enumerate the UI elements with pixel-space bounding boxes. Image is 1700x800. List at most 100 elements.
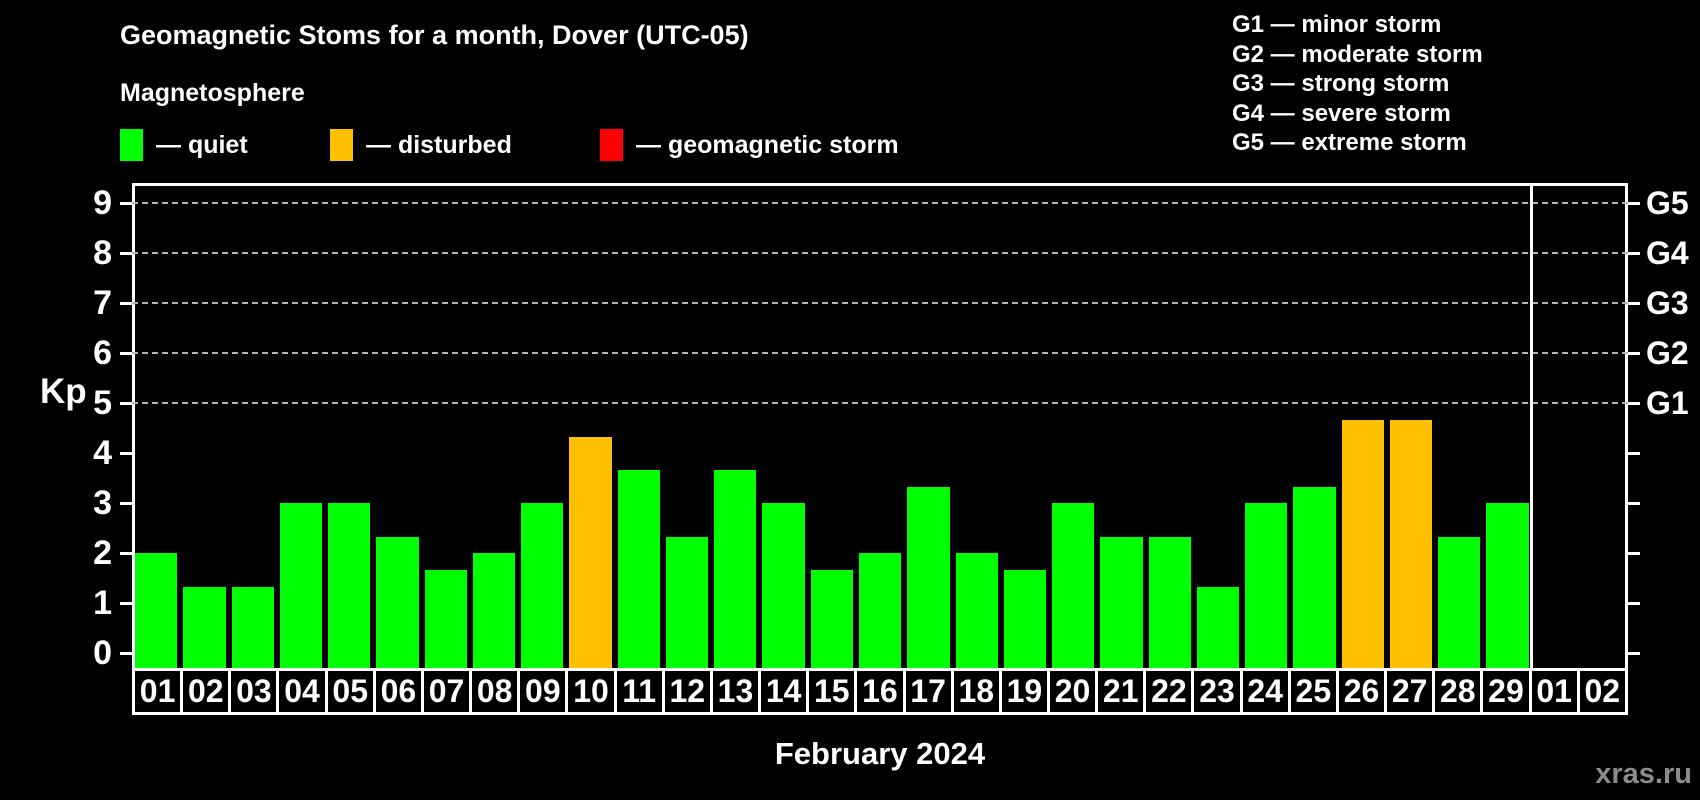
plot-top-border [132, 183, 1628, 186]
bar-slot-15 [808, 183, 856, 668]
kp-bar-day-22 [1148, 536, 1191, 668]
kp-bar-day-07 [424, 569, 467, 668]
bar-slot-01-next [1532, 183, 1580, 668]
date-box-23: 23 [1191, 668, 1243, 715]
bar-slot-28 [1435, 183, 1483, 668]
left-tick-kp8 [120, 251, 132, 255]
date-box-29: 29 [1480, 668, 1532, 715]
y-tick-label-7: 7 [93, 284, 112, 322]
right-tick-kp8 [1628, 251, 1640, 255]
left-tick-kp1 [120, 601, 132, 605]
x-axis-date-row: 01 02 03 04 05 06 07 08 09 10 11 12 13 14 15 16 17 18 19 20… [132, 668, 1628, 715]
y-tick-label-9: 9 [93, 184, 112, 222]
date-box-17: 17 [902, 668, 954, 715]
date-box-06: 06 [372, 668, 424, 715]
right-tick-kp0 [1628, 651, 1640, 655]
bar-slot-02-next [1580, 183, 1628, 668]
legend-item-disturbed: — disturbed [330, 128, 512, 162]
bar-slot-08 [470, 183, 518, 668]
chart-title: Geomagnetic Stoms for a month, Dover (UT… [120, 20, 749, 50]
chart-subtitle: Magnetosphere [120, 79, 305, 107]
date-box-20: 20 [1046, 668, 1099, 715]
date-box-27: 27 [1384, 668, 1436, 715]
kp-bar-day-11 [617, 469, 660, 668]
right-tick-kp4 [1628, 451, 1640, 455]
bar-slot-24 [1242, 183, 1290, 668]
y-tick-label-4: 4 [93, 434, 112, 472]
right-tick-kp1 [1628, 601, 1640, 605]
plot-area: 0 1 2 3 4 5 6 7 8 9 G1 G2 G3 G4 G5 [93, 183, 1689, 672]
bar-slot-10 [566, 183, 614, 668]
bar-slot-17 [904, 183, 952, 668]
bar-slot-20 [1049, 183, 1097, 668]
bar-slot-01 [132, 183, 180, 668]
date-box-04: 04 [276, 668, 328, 715]
date-box-14: 14 [758, 668, 810, 715]
kp-bar-day-16 [858, 553, 902, 668]
gridline-kp5 [132, 402, 1628, 404]
y-tick-label-2: 2 [93, 534, 112, 572]
bars-container [132, 183, 1628, 668]
bar-slot-05 [325, 183, 373, 668]
kp-bar-day-24 [1245, 503, 1288, 668]
y-tick-label-0: 0 [93, 634, 112, 672]
y-tick-label-1: 1 [93, 584, 112, 622]
bar-slot-23 [1194, 183, 1242, 668]
gridline-kp6 [132, 352, 1628, 354]
left-tick-kp5 [120, 401, 132, 405]
bar-slot-04 [277, 183, 325, 668]
date-box-12: 12 [661, 668, 713, 715]
bar-slot-21 [1097, 183, 1145, 668]
gridline-kp8 [132, 252, 1628, 254]
g-scale-line-g3: G3 — strong storm [1232, 70, 1450, 97]
gridline-kp9 [132, 202, 1628, 204]
bar-slot-14 [759, 183, 807, 668]
y-tick-label-5: 5 [93, 384, 112, 422]
kp-bar-day-28 [1438, 536, 1481, 668]
right-tick-kp5 [1628, 401, 1640, 405]
kp-bar-day-09 [521, 503, 564, 668]
right-tick-kp3 [1628, 501, 1640, 505]
bar-slot-27 [1387, 183, 1435, 668]
kp-bar-day-01 [135, 553, 178, 668]
kp-bar-day-08 [472, 553, 516, 668]
kp-bar-day-03 [231, 586, 274, 668]
g-scale-line-g2: G2 — moderate storm [1232, 40, 1483, 68]
bar-slot-16 [856, 183, 904, 668]
date-box-24: 24 [1239, 668, 1291, 715]
legend-item-storm: — geomagnetic storm [600, 128, 899, 162]
bar-slot-09 [518, 183, 566, 668]
legend-label-storm: — geomagnetic storm [636, 130, 899, 159]
right-tick-kp2 [1628, 551, 1640, 555]
plot-right-axis [1625, 183, 1628, 668]
date-box-10: 10 [565, 668, 617, 715]
kp-bar-day-25 [1293, 486, 1336, 668]
month-divider-line [1529, 183, 1533, 668]
g-axis-label-g2: G2 [1646, 335, 1689, 371]
kp-bar-day-27 [1389, 419, 1433, 668]
bar-slot-13 [711, 183, 759, 668]
y-tick-label-6: 6 [93, 334, 112, 372]
kp-bar-day-18 [955, 553, 998, 668]
left-tick-kp4 [120, 451, 132, 455]
date-box-01: 01 [132, 668, 184, 715]
y-tick-label-3: 3 [93, 484, 112, 522]
kp-bar-day-12 [665, 536, 709, 668]
date-box-19: 19 [998, 668, 1050, 715]
g-scale-line-g5: G5 — extreme storm [1232, 129, 1467, 156]
bar-slot-12 [663, 183, 711, 668]
date-box-01-next: 01 [1528, 668, 1580, 715]
right-tick-kp7 [1628, 301, 1640, 305]
legend-label-quiet: — quiet [156, 130, 248, 159]
date-box-08: 08 [469, 668, 521, 715]
left-tick-kp2 [120, 551, 132, 555]
bar-slot-06 [373, 183, 421, 668]
g-axis-label-g1: G1 [1646, 385, 1689, 421]
g-scale-legend: G1 — minor storm G2 — moderate storm G3 — … [1232, 10, 1483, 158]
kp-bar-day-10 [569, 436, 612, 668]
legend-label-disturbed: — disturbed [366, 130, 512, 159]
kp-bar-day-04 [279, 503, 323, 668]
date-box-26: 26 [1335, 668, 1388, 715]
g-axis-label-g3: G3 [1646, 285, 1689, 321]
kp-bar-day-15 [810, 569, 853, 668]
